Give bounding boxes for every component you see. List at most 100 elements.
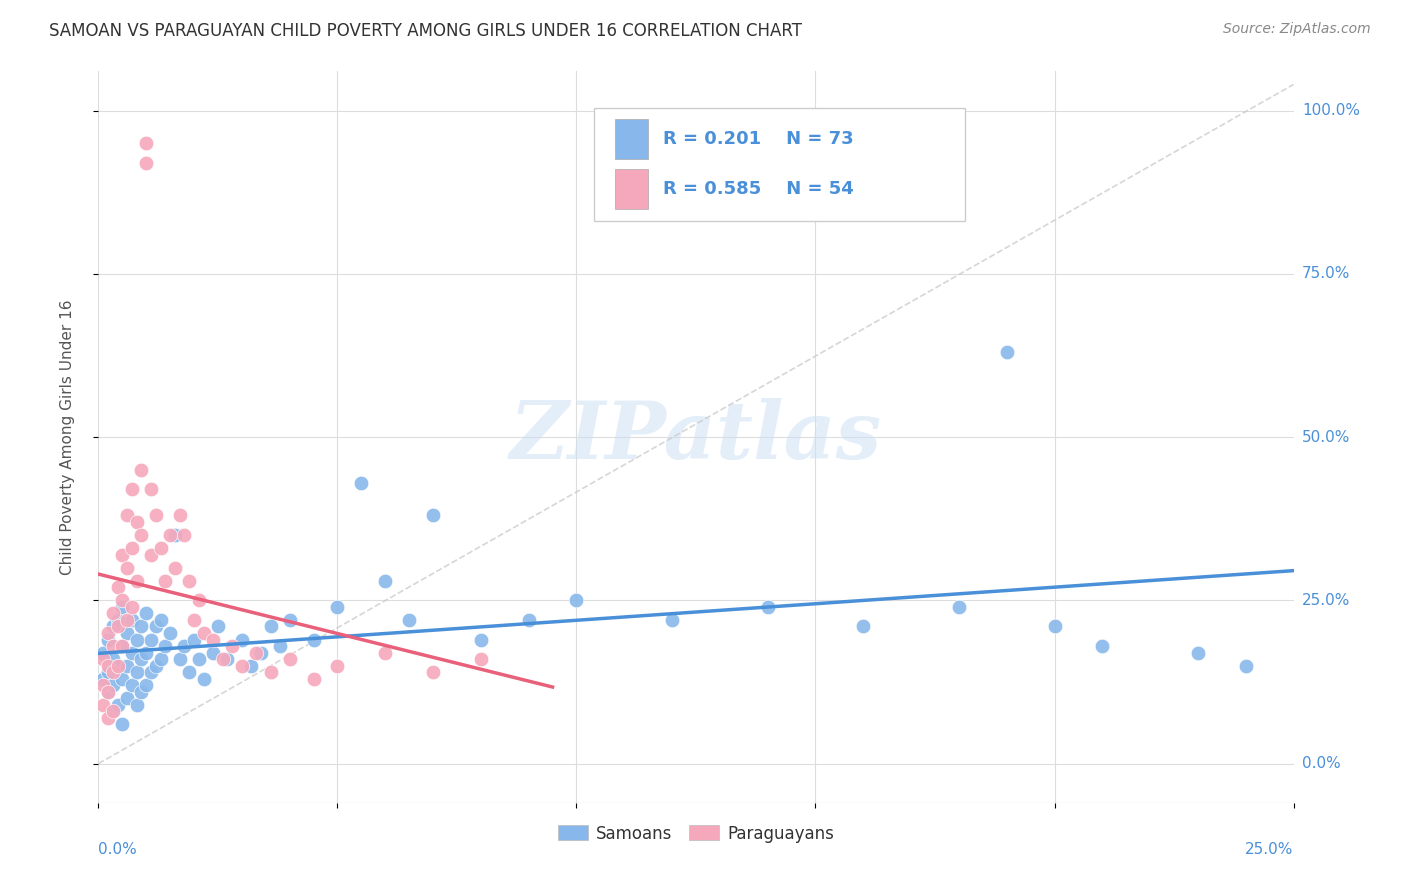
Point [278, 652, 301, 666]
Point [107, 658, 129, 673]
Point [107, 619, 129, 633]
Point [97, 658, 120, 673]
Point [245, 646, 267, 660]
Point [517, 613, 540, 627]
Point [852, 619, 875, 633]
Point [111, 548, 134, 562]
Point [101, 705, 124, 719]
Point [565, 593, 588, 607]
Point [131, 652, 153, 666]
Text: R = 0.201    N = 73: R = 0.201 N = 73 [662, 130, 853, 148]
Text: 25.0%: 25.0% [1246, 842, 1294, 856]
Point [995, 345, 1018, 359]
Point [183, 632, 205, 647]
Point [173, 528, 195, 542]
Point [139, 665, 162, 680]
Point [470, 632, 492, 647]
Point [121, 541, 143, 555]
Text: Source: ZipAtlas.com: Source: ZipAtlas.com [1223, 22, 1371, 37]
Point [101, 705, 124, 719]
Point [139, 548, 162, 562]
Point [221, 639, 243, 653]
Point [179, 665, 201, 680]
Point [187, 593, 209, 607]
Point [1091, 639, 1114, 653]
Point [163, 528, 186, 542]
Point [101, 652, 124, 666]
Point [948, 599, 970, 614]
Point [259, 665, 281, 680]
Point [173, 639, 195, 653]
Point [193, 626, 215, 640]
Text: 100.0%: 100.0% [1302, 103, 1360, 118]
Point [121, 483, 143, 497]
Point [135, 646, 157, 660]
Point [101, 619, 124, 633]
Point [207, 619, 229, 633]
Point [259, 619, 281, 633]
Point [97, 626, 120, 640]
Point [91, 672, 114, 686]
Bar [614, 120, 648, 160]
Point [115, 560, 138, 574]
Point [193, 672, 215, 686]
Point [302, 632, 325, 647]
Point [131, 619, 153, 633]
Point [111, 639, 134, 653]
Text: 0.0%: 0.0% [1302, 756, 1340, 771]
Point [145, 658, 167, 673]
Point [101, 678, 124, 692]
Point [107, 580, 129, 594]
Point [135, 136, 157, 151]
Point [302, 672, 325, 686]
Y-axis label: Child Poverty Among Girls Under 16: Child Poverty Among Girls Under 16 [60, 300, 75, 574]
Point [211, 652, 233, 666]
Point [240, 658, 263, 673]
Point [183, 613, 205, 627]
Point [97, 685, 120, 699]
Point [155, 574, 177, 588]
Point [97, 685, 120, 699]
Point [1043, 619, 1066, 633]
Bar [614, 169, 648, 209]
Point [111, 672, 134, 686]
Point [121, 613, 143, 627]
Point [398, 613, 420, 627]
Point [422, 665, 444, 680]
Point [131, 463, 153, 477]
Point [135, 155, 157, 169]
Point [125, 698, 148, 712]
Point [155, 639, 177, 653]
Text: 50.0%: 50.0% [1302, 430, 1350, 444]
Point [159, 626, 181, 640]
Point [115, 508, 138, 523]
Point [159, 528, 181, 542]
Text: ZIPatlas: ZIPatlas [510, 399, 882, 475]
Point [91, 698, 114, 712]
Point [145, 619, 167, 633]
Point [231, 658, 253, 673]
Text: R = 0.585    N = 54: R = 0.585 N = 54 [662, 180, 853, 198]
Text: 0.0%: 0.0% [98, 842, 138, 856]
Point [149, 541, 172, 555]
Point [135, 607, 157, 621]
Point [202, 646, 225, 660]
Point [374, 646, 396, 660]
Point [97, 711, 120, 725]
Point [125, 574, 148, 588]
Point [111, 639, 134, 653]
Point [350, 475, 373, 490]
Point [111, 593, 134, 607]
Point [179, 574, 201, 588]
Point [91, 678, 114, 692]
Point [139, 483, 162, 497]
Point [145, 508, 167, 523]
Point [125, 665, 148, 680]
Point [91, 646, 114, 660]
Point [115, 658, 138, 673]
Point [121, 678, 143, 692]
Point [101, 607, 124, 621]
Point [187, 652, 209, 666]
Point [125, 515, 148, 529]
Point [111, 599, 134, 614]
